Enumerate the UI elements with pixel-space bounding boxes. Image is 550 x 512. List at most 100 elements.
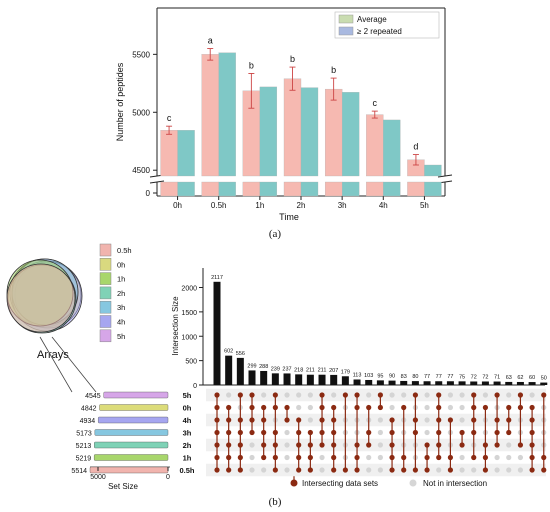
bar-repeated [383, 119, 401, 177]
set-size-tick-label: 0 [166, 474, 170, 481]
matrix-dot-empty [494, 454, 500, 461]
matrix-dot-filled [296, 442, 302, 448]
panel-a-label: (a) [269, 228, 282, 240]
matrix-dot-filled [261, 417, 267, 423]
a-y-axis-label: Number of peptides [115, 62, 125, 141]
set-name-label: 5h [183, 391, 192, 400]
intersection-bar [423, 381, 431, 385]
matrix-dot-filled [459, 442, 465, 448]
matrix-dot-filled [214, 417, 220, 423]
intersection-bar [481, 381, 489, 385]
matrix-dot-empty [284, 392, 290, 398]
matrix-dot-empty [366, 454, 372, 461]
matrix-dot-filled [214, 392, 220, 398]
matrix-dot-filled [529, 454, 535, 461]
significance-letter: b [331, 65, 336, 75]
venn-legend-label: 1h [117, 275, 125, 284]
venn-legend-swatch [99, 286, 112, 300]
bar-average [366, 114, 384, 177]
intersection-bar-label: 237 [282, 366, 291, 372]
set-size-value: 5173 [76, 431, 92, 438]
intersection-bar [353, 379, 361, 385]
matrix-dot-filled [412, 417, 418, 423]
legend-dot-not-intersecting [409, 479, 417, 487]
matrix-dot-filled [237, 429, 243, 436]
bar-average [283, 78, 302, 177]
matrix-dot-empty [506, 392, 512, 398]
bar-repeated [218, 52, 236, 177]
matrix-dot-empty [436, 467, 442, 473]
matrix-dot-empty [307, 392, 313, 398]
intersection-bar [330, 374, 338, 385]
bar-repeated [341, 92, 360, 177]
matrix-dot-filled [529, 404, 535, 411]
a-y-tick-label: 4500 [132, 166, 150, 175]
matrix-dot-filled [412, 392, 418, 398]
matrix-dot-filled [226, 467, 232, 473]
matrix-dot-filled [331, 442, 337, 448]
matrix-dot-empty [389, 392, 395, 398]
matrix-dot-filled [331, 429, 337, 436]
intersection-bar [505, 381, 513, 385]
legend-intersecting-label: Intersecting data sets [302, 479, 378, 488]
intersection-bar-label: 211 [306, 368, 315, 374]
matrix-dot-filled [412, 429, 418, 436]
set-name-label: 1h [183, 454, 192, 463]
matrix-dot-empty [377, 454, 383, 461]
matrix-dot-filled [354, 392, 360, 398]
matrix-dot-filled [424, 467, 430, 473]
set-size-bar [99, 404, 169, 411]
set-size-value: 4842 [81, 406, 97, 413]
matrix-dot-filled [307, 442, 313, 448]
intersection-bar-label: 103 [364, 373, 373, 379]
set-name-label: 0h [183, 404, 192, 413]
matrix-dot-filled [354, 467, 360, 473]
matrix-dot-filled [272, 454, 278, 461]
venn-legend-label: 4h [117, 318, 125, 327]
matrix-dot-filled [517, 392, 524, 398]
matrix-dot-filled [541, 392, 547, 398]
intersection-bar [295, 374, 303, 385]
bar-repeated [177, 130, 195, 177]
matrix-dot-filled [389, 417, 395, 423]
matrix-dot-empty [424, 392, 430, 398]
matrix-dot-filled [214, 454, 220, 461]
a-x-axis-label: Time [279, 212, 299, 222]
venn-legend-swatch [99, 243, 112, 257]
matrix-dot-filled [226, 417, 232, 423]
bar-stub-average [407, 181, 425, 197]
bar-stub-repeated [341, 181, 360, 197]
intersection-y-tick-label: 1000 [181, 334, 197, 341]
venn-legend-label: 0h [117, 260, 125, 269]
matrix-row-shade [206, 438, 546, 452]
intersection-bar-label: 63 [506, 375, 512, 381]
intersection-bar [458, 381, 466, 385]
matrix-dot-filled [506, 429, 512, 436]
intersection-bar [528, 382, 536, 385]
matrix-dot-filled [237, 454, 243, 461]
intersection-bar-label: 77 [436, 374, 442, 380]
intersection-bar [306, 374, 314, 385]
chart-marks: 04500500055000hc0.5ha1hb2hb3hb4hc5hd0.5h… [6, 36, 548, 481]
matrix-dot-filled [272, 392, 278, 398]
matrix-dot-filled [214, 467, 220, 473]
bar-stub-average [242, 181, 261, 197]
set-size-label: Set Size [108, 482, 138, 491]
matrix-dot-filled [249, 404, 255, 411]
intersection-y-tick-label: 2000 [181, 286, 197, 293]
matrix-dot-filled [331, 454, 337, 461]
intersection-bar [283, 373, 291, 385]
significance-letter: d [413, 142, 418, 152]
intersection-bar [225, 355, 233, 385]
significance-letter: c [167, 113, 172, 123]
matrix-dot-empty [307, 404, 313, 411]
matrix-dot-empty [529, 392, 535, 398]
set-size-bar [103, 391, 169, 399]
a-x-tick-label: 5h [420, 201, 429, 210]
matrix-dot-empty [377, 467, 383, 473]
matrix-dot-empty [284, 442, 290, 448]
matrix-dot-filled [366, 429, 372, 436]
matrix-dot-empty [226, 392, 232, 398]
matrix-dot-filled [249, 429, 255, 436]
venn-legend-swatch [99, 329, 112, 343]
